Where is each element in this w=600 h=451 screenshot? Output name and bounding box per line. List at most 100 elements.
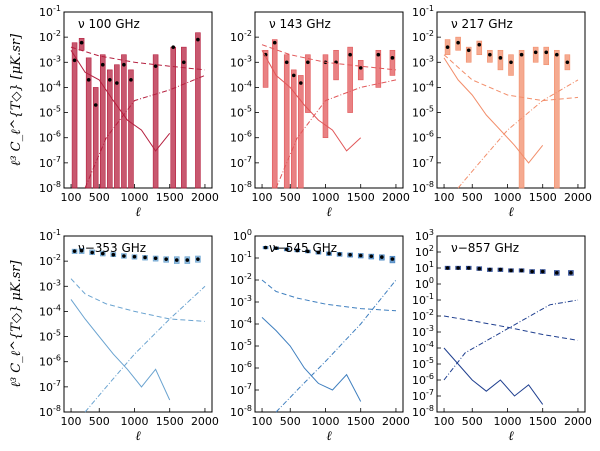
- y-axis-label-bottom: ℓ³ C_ℓ^{T◇} μK.sr]: [9, 260, 24, 388]
- data-point: [122, 254, 126, 258]
- model-curve-solid: [70, 50, 171, 152]
- data-point: [174, 258, 179, 262]
- data-point: [79, 40, 84, 45]
- data-point: [108, 78, 112, 82]
- x-tick-label: 500: [280, 191, 301, 204]
- data-point: [299, 81, 303, 85]
- error-bar: [465, 46, 472, 63]
- error-bar: [357, 59, 364, 81]
- y-tick-label: 10-5: [230, 338, 252, 353]
- data-point: [358, 253, 363, 258]
- frequency-label: ν−545 GHz: [269, 241, 337, 255]
- y-tick-label: 101: [415, 260, 434, 275]
- panel-3: 100 500 1000 1500 2000 10-8 10-7 10-6 10-5 10-4 10…: [412, 4, 592, 220]
- y-axis-label-top: ℓ³ C_ℓ^{T◇} [μK.sr]: [9, 33, 24, 166]
- data-point: [477, 266, 482, 271]
- y-tick-label: 10-4: [230, 79, 252, 94]
- error-bar: [508, 54, 514, 76]
- data-point: [274, 246, 278, 250]
- data-point: [477, 42, 482, 47]
- panel-5: 100 500 1000 1500 2000 10-8 10-7 10-6 10-5 10-4 10…: [230, 228, 410, 444]
- error-bar: [262, 49, 269, 88]
- error-bar: [375, 49, 382, 88]
- x-axis-label: ℓ: [135, 205, 141, 220]
- data-point: [348, 252, 352, 257]
- x-tick-label: 2000: [191, 191, 219, 204]
- error-bar: [85, 57, 92, 189]
- x-tick-label: 1000: [120, 191, 148, 204]
- data-point: [284, 247, 289, 252]
- x-tick-label: 500: [462, 415, 483, 428]
- y-tick-label: 10-3: [39, 278, 61, 293]
- y-tick-label: 10-1: [412, 4, 434, 19]
- model-curve-dashed: [70, 46, 206, 71]
- error-bar: [554, 49, 560, 189]
- panel-2: 100 500 1000 1500 2000 10-8 10-7 10-6 10-5 10-4 10…: [230, 11, 410, 220]
- y-tick-label: 103: [415, 228, 434, 243]
- x-tick-label: 2000: [382, 415, 410, 428]
- data-point: [509, 268, 513, 273]
- y-tick-label: 10-4: [412, 340, 434, 355]
- x-axis-label: ℓ: [326, 429, 332, 444]
- data-point: [530, 269, 534, 274]
- y-tick-label: 10-2: [412, 308, 434, 323]
- x-tick-label: 100: [252, 191, 273, 204]
- data-point: [295, 248, 300, 253]
- data-point: [272, 40, 277, 45]
- y-tick-label: 10-3: [412, 324, 434, 339]
- y-tick-label: 100: [233, 228, 252, 243]
- x-tick-label: 1000: [311, 415, 339, 428]
- data-point: [100, 62, 105, 67]
- y-tick-label: 10-1: [39, 228, 61, 243]
- x-axis-label: ℓ: [508, 205, 514, 220]
- model-curve-dashed: [70, 278, 206, 322]
- x-tick-label: 500: [462, 191, 483, 204]
- x-tick-label: 1000: [493, 191, 521, 204]
- x-tick-label: 2000: [382, 191, 410, 204]
- error-bar: [476, 40, 483, 56]
- y-tick-label: 10-3: [230, 54, 252, 69]
- data-point: [488, 52, 492, 57]
- data-point: [171, 45, 176, 49]
- error-bar: [170, 46, 177, 189]
- panel-1: 100 500 1000 1500 2000 10-8 10-7 10-6 10-5 10-4 10…: [39, 4, 219, 220]
- x-axis-label: ℓ: [508, 429, 514, 444]
- frequency-label: ν−857 GHz: [451, 241, 519, 255]
- error-bar: [333, 49, 339, 81]
- data-point: [100, 251, 105, 256]
- data-point: [466, 266, 471, 270]
- plot-frame: [254, 11, 404, 189]
- y-tick-label: 10-2: [39, 29, 61, 44]
- model-curve-solid: [261, 317, 362, 402]
- error-bar: [322, 54, 329, 139]
- x-tick-label: 2000: [564, 415, 592, 428]
- y-tick-label: 10-8: [39, 180, 61, 195]
- model-curve-dashdot: [84, 74, 206, 189]
- data-point: [153, 64, 158, 68]
- x-tick-label: 1500: [347, 191, 375, 204]
- x-tick-label: 500: [280, 415, 301, 428]
- data-point: [79, 248, 84, 253]
- data-point: [445, 45, 450, 49]
- y-tick-label: 10-7: [412, 155, 434, 170]
- model-curve-dashdot: [275, 79, 397, 189]
- x-tick-label: 1500: [529, 191, 557, 204]
- data-point: [115, 81, 119, 85]
- error-bar: [114, 64, 120, 189]
- x-tick-label: 100: [252, 415, 273, 428]
- y-tick-label: 10-3: [412, 54, 434, 69]
- data-point: [93, 103, 98, 107]
- error-bar: [543, 46, 550, 66]
- error-bar: [99, 54, 106, 189]
- plot-frame: [254, 235, 404, 413]
- error-bar: [152, 54, 159, 189]
- data-point: [456, 266, 460, 270]
- y-tick-label: 10-4: [39, 79, 61, 94]
- frequency-label: ν−353 GHz: [78, 241, 146, 255]
- model-curve-dashed: [261, 44, 397, 71]
- model-curve-solid: [261, 50, 362, 152]
- x-tick-label: 100: [434, 191, 455, 204]
- data-point: [291, 73, 296, 78]
- data-point: [164, 257, 168, 261]
- data-point: [72, 249, 77, 253]
